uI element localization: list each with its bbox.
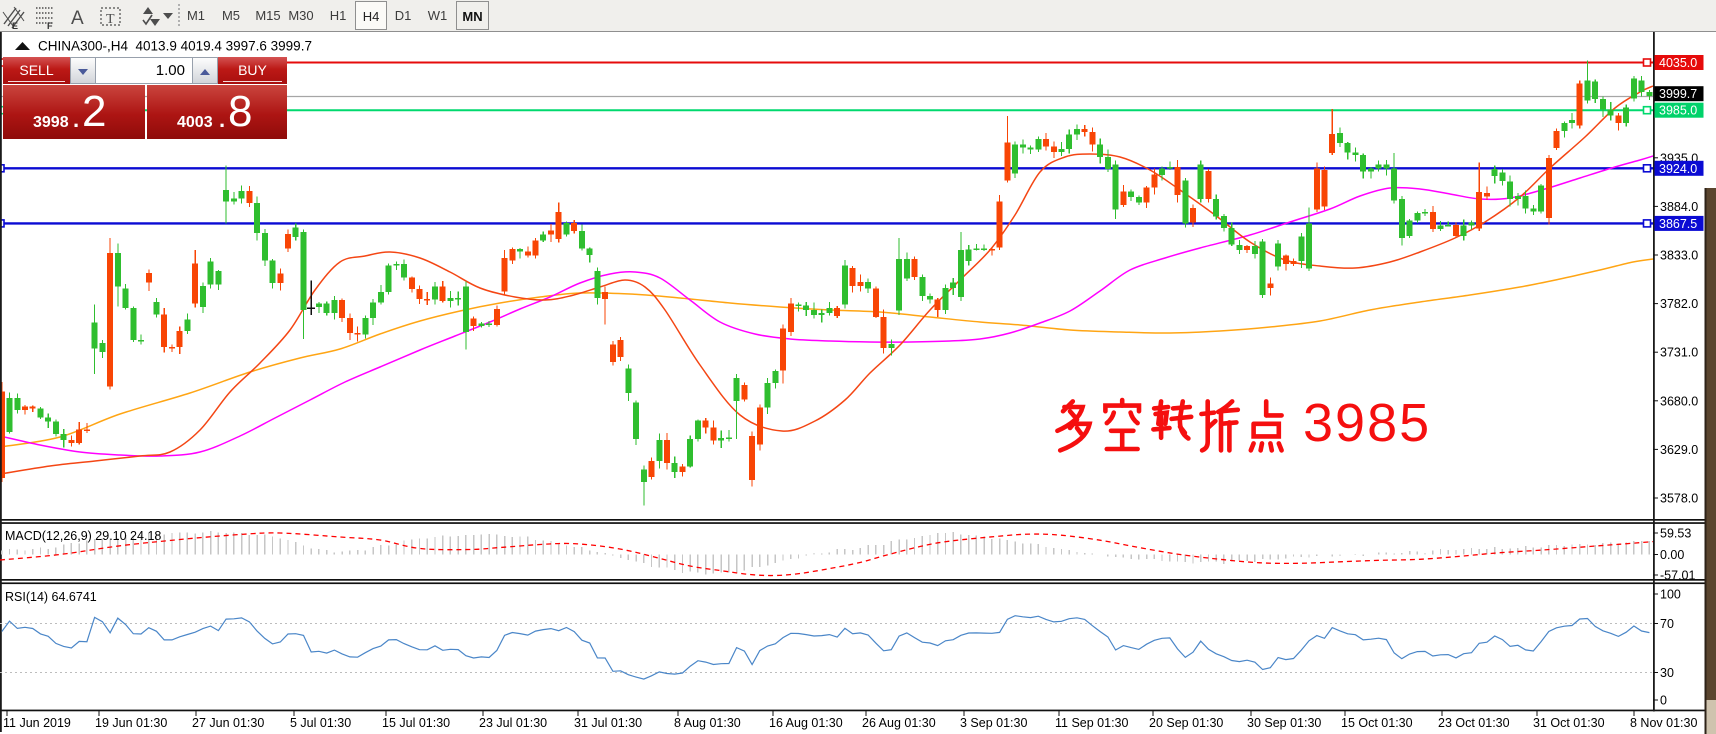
svg-text:0: 0	[1660, 694, 1667, 708]
svg-text:11 Jun 2019: 11 Jun 2019	[3, 716, 71, 730]
svg-text:4035.0: 4035.0	[1659, 56, 1697, 70]
svg-text:31 Oct 01:30: 31 Oct 01:30	[1533, 716, 1605, 730]
svg-text:100: 100	[1660, 588, 1681, 602]
svg-text:15 Jul 01:30: 15 Jul 01:30	[382, 716, 450, 730]
svg-text:MACD(12,26,9) 29.10 24.18: MACD(12,26,9) 29.10 24.18	[5, 529, 161, 543]
svg-text:3999.7: 3999.7	[1659, 87, 1697, 101]
svg-text:0.00: 0.00	[1660, 548, 1684, 562]
svg-text:30 Sep 01:30: 30 Sep 01:30	[1247, 716, 1321, 730]
svg-text:CHINA300-,H4 4013.9 4019.4 39: CHINA300-,H4 4013.9 4019.4 3997.6 3999.7	[38, 39, 312, 54]
svg-text:8 Aug 01:30: 8 Aug 01:30	[674, 716, 741, 730]
svg-text:27 Jun 01:30: 27 Jun 01:30	[192, 716, 264, 730]
svg-text:RSI(14) 64.6741: RSI(14) 64.6741	[5, 590, 97, 604]
svg-text:15 Oct 01:30: 15 Oct 01:30	[1341, 716, 1413, 730]
svg-text:3629.0: 3629.0	[1660, 443, 1698, 457]
svg-text:70: 70	[1660, 617, 1674, 631]
svg-text:26 Aug 01:30: 26 Aug 01:30	[862, 716, 936, 730]
svg-text:3985.0: 3985.0	[1659, 104, 1697, 118]
svg-text:-57.01: -57.01	[1660, 569, 1695, 583]
svg-text:19 Jun 01:30: 19 Jun 01:30	[95, 716, 167, 730]
svg-text:5 Jul 01:30: 5 Jul 01:30	[290, 716, 351, 730]
svg-text:A: A	[71, 8, 84, 29]
svg-text:3985: 3985	[1303, 393, 1431, 453]
svg-text:3578.0: 3578.0	[1660, 492, 1698, 506]
svg-text:E: E	[12, 21, 18, 31]
svg-text:16 Aug 01:30: 16 Aug 01:30	[769, 716, 843, 730]
svg-text:3731.0: 3731.0	[1660, 346, 1698, 360]
svg-text:3833.0: 3833.0	[1660, 249, 1698, 263]
svg-text:30: 30	[1660, 666, 1674, 680]
svg-text:3884.0: 3884.0	[1660, 200, 1698, 214]
svg-text:23 Jul 01:30: 23 Jul 01:30	[479, 716, 547, 730]
svg-text:3782.0: 3782.0	[1660, 297, 1698, 311]
svg-text:23 Oct 01:30: 23 Oct 01:30	[1438, 716, 1510, 730]
svg-text:F: F	[47, 21, 53, 31]
svg-text:20 Sep 01:30: 20 Sep 01:30	[1149, 716, 1223, 730]
svg-text:31 Jul 01:30: 31 Jul 01:30	[574, 716, 642, 730]
svg-text:T: T	[106, 12, 115, 27]
svg-text:8 Nov 01:30: 8 Nov 01:30	[1630, 716, 1697, 730]
svg-text:3 Sep 01:30: 3 Sep 01:30	[960, 716, 1027, 730]
svg-text:3924.0: 3924.0	[1659, 162, 1697, 176]
svg-text:3680.0: 3680.0	[1660, 394, 1698, 408]
svg-text:3867.5: 3867.5	[1659, 217, 1697, 231]
svg-text:11 Sep 01:30: 11 Sep 01:30	[1055, 716, 1128, 730]
svg-text:59.53: 59.53	[1660, 527, 1691, 541]
